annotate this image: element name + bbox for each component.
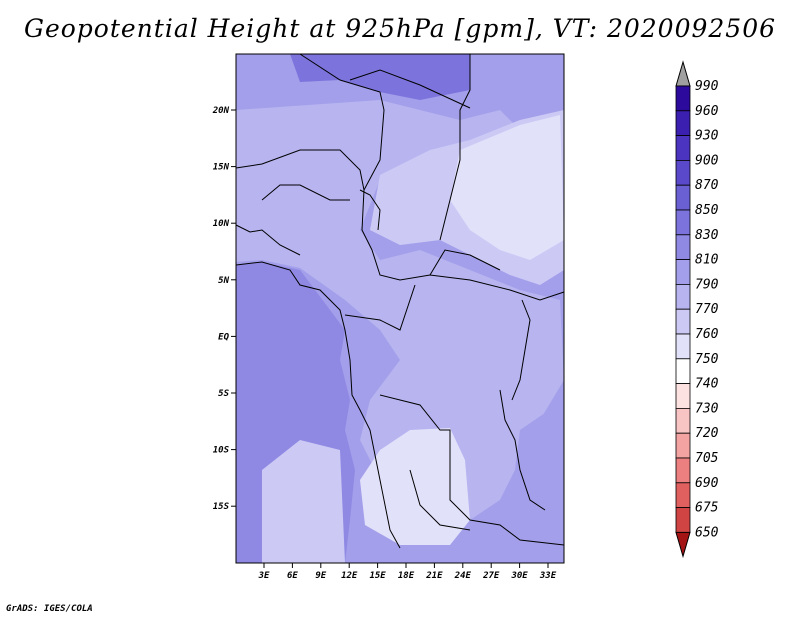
- lon-tick-label: 33E: [539, 571, 557, 581]
- colorbar-segment: [675, 184, 691, 211]
- lon-tick-label: 9E: [315, 571, 326, 581]
- colorbar-segment: [675, 259, 691, 285]
- field-north-band: [290, 54, 470, 100]
- colorbar-label: 770: [695, 302, 719, 317]
- colorbar: 990 960 930 900 870 850 830 810 790 770 760 750 740 7…: [675, 60, 719, 559]
- lat-tick-label: 10S: [213, 446, 230, 456]
- colorbar-label: 705: [695, 451, 719, 466]
- colorbar-label: 990: [695, 79, 719, 94]
- map-title: Geopotential Height at 925hPa [gpm], VT:…: [23, 14, 777, 43]
- lat-tick-label: 5S: [218, 389, 229, 399]
- country-borders: [235, 53, 565, 549]
- colorbar-segment: [675, 283, 691, 310]
- colorbar-label: 850: [695, 203, 719, 218]
- lon-tick-label: 30E: [510, 571, 528, 581]
- lon-tick-label: 15E: [369, 571, 386, 581]
- colorbar-segment: [675, 407, 691, 434]
- lon-tick-label: 6E: [287, 571, 298, 581]
- colorbar-segment: [675, 457, 691, 484]
- colorbar-label: 690: [695, 476, 719, 491]
- colorbar-segment: [675, 482, 691, 508]
- colorbar-label: 870: [695, 178, 719, 193]
- colorbar-segment: [675, 234, 691, 261]
- colorbar-label: 930: [695, 129, 719, 144]
- lon-tick-label: 27E: [482, 571, 500, 581]
- lat-tick-label: EQ: [218, 332, 229, 342]
- colorbar-segment: [675, 383, 691, 409]
- lon-tick-label: 21E: [425, 571, 443, 581]
- colorbar-arrow-bottom: [675, 531, 691, 559]
- lon-tick-label: 18E: [398, 571, 415, 581]
- colorbar-label: 760: [695, 327, 719, 342]
- colorbar-segment: [675, 507, 691, 533]
- lat-tick-label: 15N: [213, 163, 230, 173]
- colorbar-label: 750: [695, 352, 719, 367]
- lat-tick-label: 20N: [212, 106, 230, 116]
- height-field: [236, 54, 564, 563]
- lat-tick-label: 5N: [218, 276, 229, 286]
- lon-tick-label: 3E: [258, 571, 270, 581]
- field-central: [236, 100, 564, 520]
- colorbar-segment: [675, 432, 691, 459]
- colorbar-label: 790: [695, 277, 719, 292]
- map-frame: [235, 53, 565, 564]
- colorbar-segment: [675, 333, 691, 360]
- colorbar-segment: [675, 209, 691, 236]
- latitude-axis: 20N 15N 10N 5N EQ 5S 10S 15S: [212, 106, 236, 512]
- colorbar-label: 830: [695, 228, 719, 243]
- colorbar-arrow-top: [675, 60, 691, 87]
- colorbar-segment: [675, 135, 691, 161]
- field-lightest-patch: [450, 115, 564, 260]
- colorbar-segment: [675, 159, 691, 186]
- colorbar-segment: [675, 358, 691, 384]
- longitude-axis: 3E 6E 9E 12E 15E 18E 21E 24E 27E 30E 33E: [258, 563, 557, 581]
- colorbar-label: 740: [695, 377, 719, 392]
- colorbar-label: 650: [695, 525, 719, 540]
- grads-credit: GrADS: IGES/COLA: [6, 604, 93, 614]
- colorbar-label: 960: [695, 104, 719, 119]
- colorbar-label: 720: [695, 426, 719, 441]
- colorbar-segment: [675, 308, 691, 335]
- colorbar-label: 675: [695, 501, 719, 516]
- colorbar-segment: [675, 110, 691, 137]
- colorbar-label: 810: [695, 253, 719, 268]
- colorbar-label: 730: [695, 401, 719, 416]
- lon-tick-label: 12E: [341, 571, 358, 581]
- lon-tick-label: 24E: [454, 571, 472, 581]
- lat-tick-label: 10N: [213, 219, 230, 229]
- colorbar-label: 900: [695, 153, 719, 168]
- field-east-coast: [500, 400, 564, 563]
- field-light-southwest: [262, 440, 345, 563]
- lat-tick-label: 15S: [213, 502, 230, 512]
- colorbar-segment: [675, 85, 691, 112]
